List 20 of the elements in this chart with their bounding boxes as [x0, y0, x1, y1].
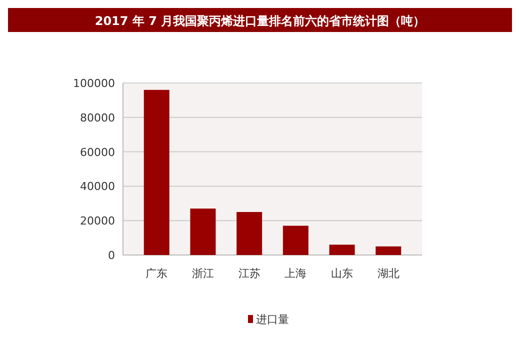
bar — [236, 212, 262, 255]
legend-label: 进口量 — [256, 313, 289, 326]
bar — [190, 208, 216, 255]
x-tick-label: 浙江 — [192, 267, 214, 280]
x-tick-label: 江苏 — [238, 267, 260, 280]
bar — [376, 246, 402, 255]
y-tick-label: 40000 — [80, 180, 115, 194]
y-tick-label: 0 — [108, 249, 115, 262]
y-tick-label: 20000 — [80, 214, 115, 228]
bar — [144, 90, 170, 255]
x-tick-label: 广东 — [146, 267, 168, 280]
chart-title: 2017 年 7 月我国聚丙烯进口量排名前六的省市统计图（吨） — [94, 14, 426, 28]
bar — [329, 244, 355, 255]
y-tick-label: 60000 — [80, 146, 115, 159]
x-tick-label: 山东 — [331, 267, 354, 280]
y-tick-label: 100000 — [73, 77, 115, 90]
y-tick-label: 80000 — [80, 111, 115, 124]
x-tick-label: 上海 — [284, 267, 307, 280]
bar — [282, 226, 308, 255]
x-tick-label: 湖北 — [377, 267, 400, 280]
